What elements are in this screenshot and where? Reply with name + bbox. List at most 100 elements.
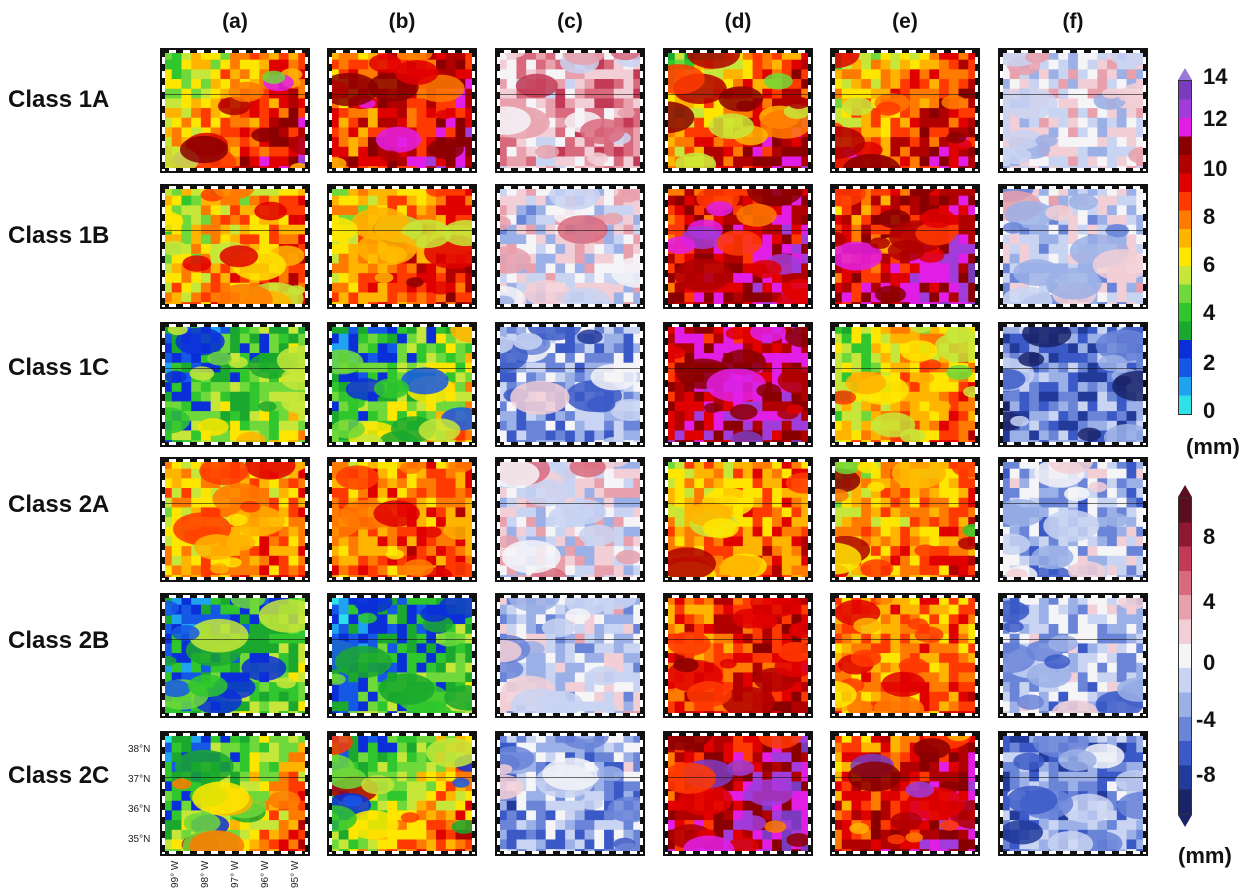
map-frame-ticks: [665, 442, 811, 445]
map-panel-r5-a: [160, 593, 310, 718]
map-frame-ticks: [472, 595, 475, 716]
map-panel-r3-a: [160, 322, 310, 447]
map-frame-ticks: [665, 50, 668, 171]
latitude-line: [665, 367, 811, 369]
map-frame-ticks: [808, 324, 811, 445]
map-frame-ticks: [305, 50, 308, 171]
longitude-label: 95° W: [290, 860, 301, 888]
map-frame-ticks: [1000, 50, 1146, 53]
map-panel-r3-b: [327, 322, 477, 447]
map-panel-r1-f: [998, 48, 1148, 173]
map-frame-ticks: [1000, 851, 1146, 854]
map-panel-r5-f: [998, 593, 1148, 718]
map-frame-ticks: [329, 595, 332, 716]
map-frame-ticks: [329, 50, 332, 171]
map-panel-r4-a: [160, 457, 310, 582]
latitude-line: [497, 638, 643, 640]
precip-colorbar-tick: 0: [1203, 398, 1216, 423]
map-frame-ticks: [832, 186, 835, 307]
latitude-line: [329, 93, 475, 95]
map-panel-r2-b: [327, 184, 477, 309]
map-frame-ticks: [665, 50, 811, 53]
map-frame-ticks: [472, 50, 475, 171]
map-frame-ticks: [329, 459, 475, 462]
map-frame-ticks: [497, 186, 643, 189]
map-frame-ticks: [1000, 459, 1146, 462]
map-frame-ticks: [665, 186, 668, 307]
map-frame-ticks: [808, 733, 811, 854]
map-frame-ticks: [329, 851, 475, 854]
precip-colorbar: [1178, 80, 1192, 415]
row-label-class-1a: Class 1A: [8, 86, 110, 113]
map-frame-ticks: [497, 324, 500, 445]
map-panel-r6-a: [160, 731, 310, 856]
map-frame-ticks: [665, 324, 668, 445]
map-frame-ticks: [472, 324, 475, 445]
map-frame-ticks: [162, 851, 308, 854]
map-frame-ticks: [665, 733, 668, 854]
latitude-line: [832, 367, 978, 369]
map-frame-ticks: [497, 50, 500, 171]
latitude-line: [665, 638, 811, 640]
map-frame-ticks: [329, 304, 475, 307]
row-label-class-2c: Class 2C: [8, 762, 110, 789]
map-frame-ticks: [832, 595, 978, 598]
latitude-line: [329, 776, 475, 778]
latitude-line: [832, 229, 978, 231]
precip-colorbar-tick: 12: [1203, 106, 1228, 131]
map-frame-ticks: [329, 733, 475, 736]
row-label-class-2b: Class 2B: [8, 627, 110, 654]
map-frame-ticks: [1000, 50, 1003, 171]
map-frame-ticks: [975, 186, 978, 307]
map-frame-ticks: [305, 595, 308, 716]
map-frame-ticks: [162, 50, 308, 53]
column-header-a: (a): [222, 10, 248, 33]
map-frame-ticks: [329, 50, 475, 53]
map-frame-ticks: [497, 304, 643, 307]
map-frame-ticks: [497, 168, 643, 171]
map-frame-ticks: [975, 324, 978, 445]
map-frame-ticks: [162, 713, 308, 716]
latitude-label: 38°N: [128, 744, 151, 755]
map-frame-ticks: [1143, 733, 1146, 854]
latitude-line: [665, 776, 811, 778]
latitude-line: [1000, 93, 1146, 95]
map-frame-ticks: [832, 733, 978, 736]
latitude-line: [497, 502, 643, 504]
map-panel-r2-a: [160, 184, 310, 309]
map-frame-ticks: [329, 186, 475, 189]
latitude-line: [832, 776, 978, 778]
latitude-line: [665, 229, 811, 231]
map-frame-ticks: [1000, 577, 1146, 580]
latitude-line: [497, 776, 643, 778]
latitude-line: [329, 367, 475, 369]
map-panel-r1-e: [830, 48, 980, 173]
latitude-line: [497, 93, 643, 95]
map-frame-ticks: [329, 459, 332, 580]
map-frame-ticks: [497, 324, 643, 327]
map-panel-r4-b: [327, 457, 477, 582]
map-panel-r3-f: [998, 322, 1148, 447]
map-frame-ticks: [832, 324, 978, 327]
map-frame-ticks: [832, 595, 835, 716]
map-frame-ticks: [162, 186, 165, 307]
map-frame-ticks: [1000, 304, 1146, 307]
map-frame-ticks: [497, 459, 500, 580]
map-frame-ticks: [832, 733, 835, 854]
map-frame-ticks: [305, 186, 308, 307]
column-header-c: (c): [557, 10, 583, 33]
map-frame-ticks: [1000, 733, 1146, 736]
latitude-label: 35°N: [128, 834, 151, 845]
map-frame-ticks: [162, 459, 308, 462]
column-header-b: (b): [388, 10, 416, 33]
diff-colorbar-tick: -4: [1196, 707, 1216, 732]
latitude-line: [1000, 502, 1146, 504]
map-frame-ticks: [665, 168, 811, 171]
latitude-line: [329, 502, 475, 504]
map-frame-ticks: [832, 577, 978, 580]
map-panel-r4-c: [495, 457, 645, 582]
map-frame-ticks: [1143, 459, 1146, 580]
precip-colorbar-tick: 4: [1203, 300, 1216, 325]
latitude-line: [665, 502, 811, 504]
map-frame-ticks: [497, 186, 500, 307]
